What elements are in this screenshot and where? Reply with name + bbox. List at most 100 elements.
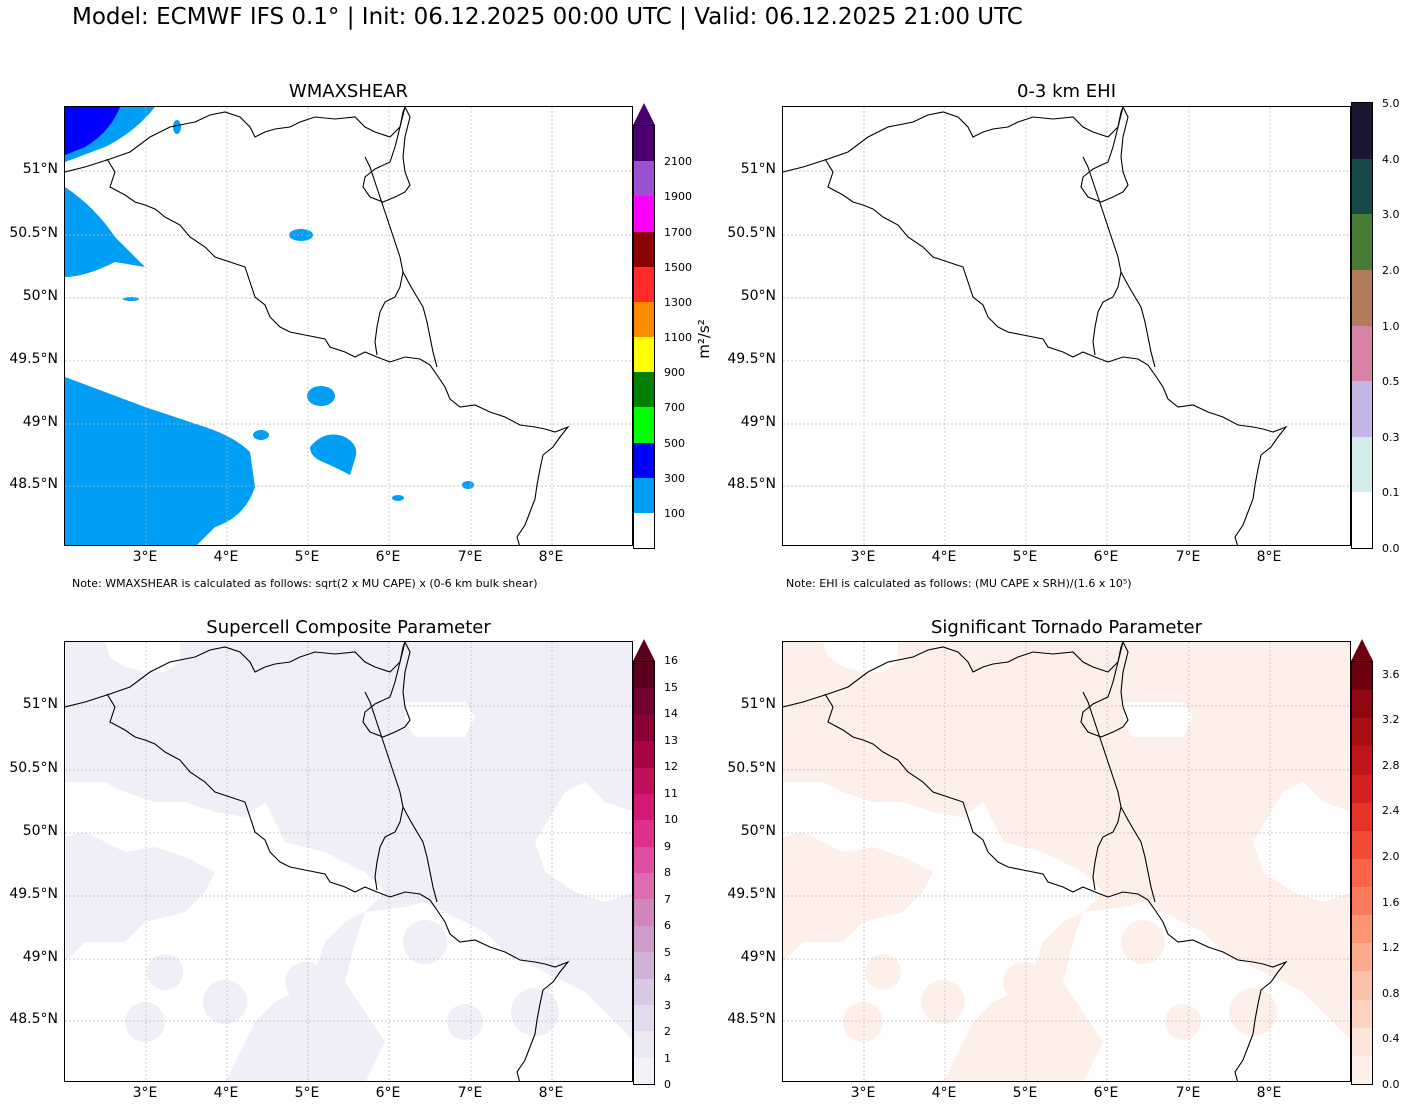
colorbar-tick-label: 1100 xyxy=(664,331,692,344)
lat-label: 48.5°N xyxy=(9,476,58,492)
colorbar-tick-label: 13 xyxy=(664,733,678,747)
lat-label: 49°N xyxy=(22,949,58,965)
colorbar-tick-label: 900 xyxy=(664,366,685,380)
colorbar-tick-label: 1.0 xyxy=(1382,319,1400,333)
colorbar-tick-label: 3.2 xyxy=(1382,713,1400,727)
colorbar-tick-label: 500 xyxy=(664,436,685,450)
colorbar-segment xyxy=(1352,830,1372,859)
colorbar-tick-label: 2100 xyxy=(664,155,692,169)
lon-label: 7°E xyxy=(457,1085,483,1101)
lat-label: 50°N xyxy=(740,823,776,839)
page-title: Model: ECMWF IFS 0.1° | Init: 06.12.2025… xyxy=(72,4,1023,30)
colorbar-segment xyxy=(634,231,654,267)
colorbar-tick-label: 0.5 xyxy=(1382,375,1400,389)
lon-label: 5°E xyxy=(1012,1085,1038,1101)
colorbar-segment xyxy=(1352,802,1372,831)
colorbar-segment xyxy=(1352,914,1372,944)
lon-label: 4°E xyxy=(213,1085,239,1101)
lon-label: 8°E xyxy=(1256,1085,1282,1101)
map-scp[interactable] xyxy=(64,641,633,1082)
colorbar-segment xyxy=(634,301,654,337)
colorbar-segment xyxy=(634,512,654,548)
colorbar-scp xyxy=(633,661,655,1085)
colorbar-tick-label: 2.0 xyxy=(1382,850,1400,864)
colorbar-tick-label: 0 xyxy=(664,1078,671,1091)
colorbar-segment xyxy=(1352,1055,1372,1084)
colorbar-segment xyxy=(1352,102,1372,159)
lon-label: 7°E xyxy=(1175,549,1201,565)
colorbar-tick-label: 7 xyxy=(664,892,671,906)
colorbar-tick-label: 3.6 xyxy=(1382,667,1400,681)
lon-label: 3°E xyxy=(850,1085,876,1101)
borders xyxy=(65,107,570,545)
lat-label: 50.5°N xyxy=(727,225,776,241)
colorbar-tick-label: 1700 xyxy=(664,225,692,239)
borders xyxy=(783,642,1288,1081)
map-ehi[interactable] xyxy=(782,106,1351,546)
lat-label: 49°N xyxy=(22,414,58,430)
lon-label: 4°E xyxy=(213,549,239,565)
colorbar-arrow-scp xyxy=(633,639,655,661)
colorbar-segment xyxy=(1352,745,1372,775)
map-wmaxshear[interactable] xyxy=(64,106,633,546)
colorbar-segment xyxy=(634,740,654,768)
lat-label: 48.5°N xyxy=(727,476,776,492)
lat-label: 50°N xyxy=(22,823,58,839)
colorbar-segment xyxy=(1352,1027,1372,1056)
field-wmaxshear xyxy=(65,107,474,545)
colorbar-tick-label: 2 xyxy=(664,1025,671,1038)
lon-label: 4°E xyxy=(931,549,957,565)
colorbar-segment xyxy=(1352,970,1372,1000)
colorbar-tick-label: 6 xyxy=(664,919,671,932)
colorbar-tick-label: 100 xyxy=(664,506,685,520)
colorbar-tick-label: 8 xyxy=(664,866,671,879)
colorbar-segment xyxy=(1352,436,1372,493)
colorbar-tick-label: 0.1 xyxy=(1382,486,1400,500)
lat-label: 48.5°N xyxy=(9,1011,58,1027)
colorbar-segment xyxy=(634,978,654,1005)
panel-title-stp: Significant Tornado Parameter xyxy=(931,617,1202,638)
colorbar-segment xyxy=(634,477,654,513)
colorbar-tick-label: 11 xyxy=(664,786,678,800)
lat-label: 50.5°N xyxy=(9,760,58,776)
colorbar-tick-label: 1900 xyxy=(664,190,692,204)
colorbar-tick-label: 2.8 xyxy=(1382,758,1400,772)
lon-label: 6°E xyxy=(375,1085,401,1101)
colorbar-arrow-wmaxshear xyxy=(633,103,655,125)
map-stp[interactable] xyxy=(782,641,1351,1082)
lon-label: 4°E xyxy=(931,1085,957,1101)
colorbar-segment xyxy=(634,793,654,821)
lat-label: 50.5°N xyxy=(727,760,776,776)
colorbar-segment xyxy=(1352,942,1372,972)
gridlines xyxy=(65,107,632,545)
lon-label: 8°E xyxy=(1256,549,1282,565)
colorbar-tick-label: 10 xyxy=(664,813,678,826)
colorbar-segment xyxy=(634,442,654,478)
unit-label-wmaxshear: m²/s² xyxy=(694,319,713,359)
lat-label: 51°N xyxy=(22,161,58,177)
colorbar-tick-label: 2.0 xyxy=(1382,263,1400,277)
colorbar-segment xyxy=(1352,213,1372,270)
lat-label: 50°N xyxy=(22,288,58,304)
colorbar-segment xyxy=(1352,158,1372,215)
lon-label: 6°E xyxy=(375,549,401,565)
colorbar-segment xyxy=(634,1030,654,1058)
lat-label: 51°N xyxy=(22,696,58,712)
gridlines xyxy=(783,642,1350,1081)
colorbar-segment xyxy=(1352,269,1372,326)
lon-label: 3°E xyxy=(132,549,158,565)
colorbar-segment xyxy=(1352,999,1372,1028)
colorbar-segment xyxy=(634,714,654,742)
colorbar-tick-label: 0.3 xyxy=(1382,430,1400,444)
lat-label: 49.5°N xyxy=(727,351,776,367)
field-wmaxshear-high xyxy=(65,107,120,155)
colorbar-segment xyxy=(634,125,654,162)
colorbar-tick-label: 1.2 xyxy=(1382,941,1400,955)
colorbar-segment xyxy=(634,160,654,197)
lon-label: 6°E xyxy=(1093,549,1119,565)
lon-label: 3°E xyxy=(850,549,876,565)
colorbar-tick-label: 15 xyxy=(664,680,678,694)
colorbar-segment xyxy=(634,195,654,232)
colorbar-tick-label: 4.0 xyxy=(1382,152,1400,166)
colorbar-tick-label: 16 xyxy=(664,654,678,667)
